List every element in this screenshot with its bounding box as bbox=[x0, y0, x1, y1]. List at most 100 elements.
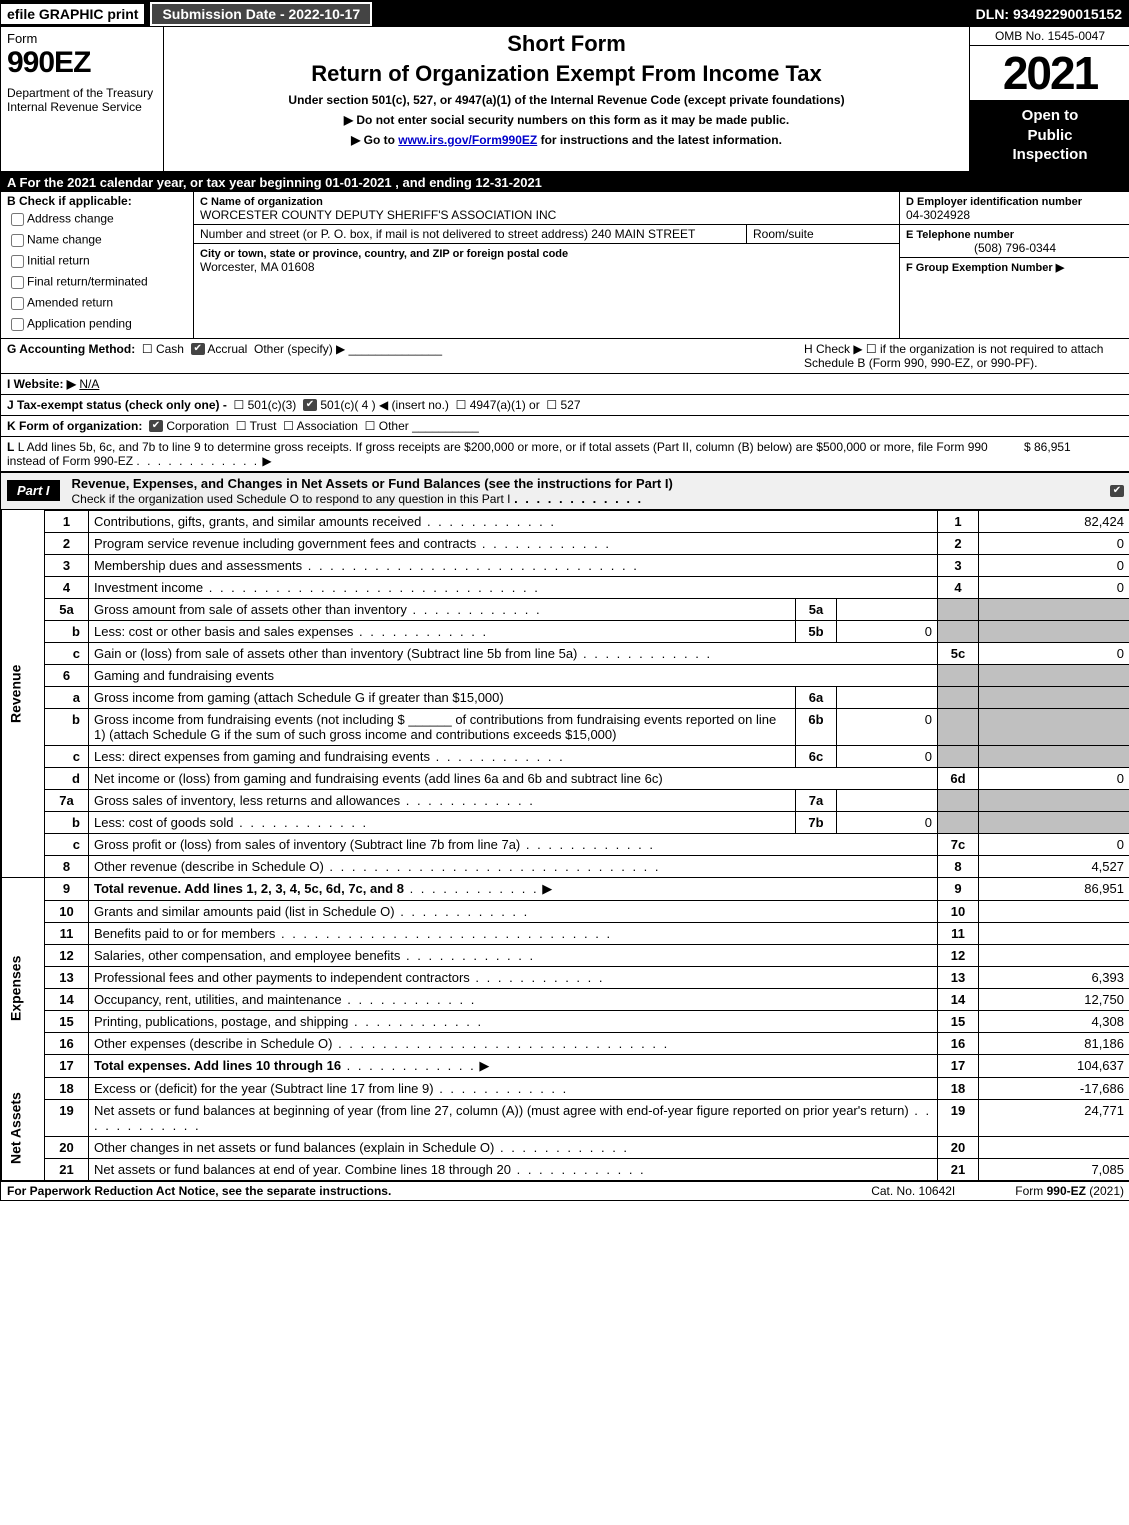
irs-link[interactable]: www.irs.gov/Form990EZ bbox=[398, 133, 537, 147]
l19-box: 19 bbox=[938, 1099, 979, 1136]
H-schedule-b: H Check ▶ ☐ if the organization is not r… bbox=[804, 342, 1124, 370]
table-row: b Less: cost of goods sold 7b 0 bbox=[2, 811, 1129, 833]
l10-desc: Grants and similar amounts paid (list in… bbox=[89, 900, 938, 922]
header-right: OMB No. 1545-0047 2021 Open to Public In… bbox=[969, 27, 1129, 171]
l19-desc: Net assets or fund balances at beginning… bbox=[89, 1099, 938, 1136]
part-I-header: Part I Revenue, Expenses, and Changes in… bbox=[1, 472, 1129, 510]
l7b-midval: 0 bbox=[837, 811, 938, 833]
L-amount: $ 86,951 bbox=[1024, 440, 1124, 468]
shaded-cell bbox=[938, 598, 979, 620]
l6a-mid: 6a bbox=[796, 686, 837, 708]
l8-amount: 4,527 bbox=[979, 855, 1129, 877]
ssn-warning: Do not enter social security numbers on … bbox=[172, 113, 961, 127]
department-label: Department of the Treasury Internal Reve… bbox=[7, 86, 157, 114]
table-row: 14 Occupancy, rent, utilities, and maint… bbox=[2, 988, 1129, 1010]
K-assoc: Association bbox=[297, 419, 358, 433]
l13-amount: 6,393 bbox=[979, 966, 1129, 988]
form-990ez-page: efile GRAPHIC print Submission Date - 20… bbox=[0, 0, 1129, 1201]
table-row: c Gross profit or (loss) from sales of i… bbox=[2, 833, 1129, 855]
l14-box: 14 bbox=[938, 988, 979, 1010]
amended-return-label: Amended return bbox=[27, 295, 113, 309]
l13-box: 13 bbox=[938, 966, 979, 988]
l15-amount: 4,308 bbox=[979, 1010, 1129, 1032]
l9-box: 9 bbox=[938, 877, 979, 900]
header-left: Form 990EZ Department of the Treasury In… bbox=[1, 27, 164, 171]
l4-box: 4 bbox=[938, 576, 979, 598]
l6b-midval: 0 bbox=[837, 708, 938, 745]
l14-amount: 12,750 bbox=[979, 988, 1129, 1010]
l18-desc: Excess or (deficit) for the year (Subtra… bbox=[89, 1077, 938, 1099]
address-change-checkbox[interactable] bbox=[11, 213, 24, 226]
table-row: 7a Gross sales of inventory, less return… bbox=[2, 789, 1129, 811]
l6c-desc: Less: direct expenses from gaming and fu… bbox=[89, 745, 796, 767]
initial-return-checkbox[interactable] bbox=[11, 255, 24, 268]
G-cash: Cash bbox=[156, 342, 184, 356]
l17-amount: 104,637 bbox=[979, 1054, 1129, 1077]
C-name-label: C Name of organization bbox=[200, 196, 323, 208]
open-to-public: Open to Public Inspection bbox=[970, 100, 1129, 171]
l18-box: 18 bbox=[938, 1077, 979, 1099]
l11-desc: Benefits paid to or for members bbox=[89, 922, 938, 944]
J-501c3: 501(c)(3) bbox=[248, 398, 297, 412]
l5b-desc: Less: cost or other basis and sales expe… bbox=[89, 620, 796, 642]
table-row: 21 Net assets or fund balances at end of… bbox=[2, 1158, 1129, 1180]
l6a-midval bbox=[837, 686, 938, 708]
revenue-side-label: Revenue bbox=[2, 510, 45, 877]
G-accrual-checkmark-icon: ✔ bbox=[191, 343, 205, 355]
l10-box: 10 bbox=[938, 900, 979, 922]
subtitle: Under section 501(c), 527, or 4947(a)(1)… bbox=[172, 93, 961, 107]
l7b-mid: 7b bbox=[796, 811, 837, 833]
application-pending-checkbox[interactable] bbox=[11, 318, 24, 331]
l5b-midval: 0 bbox=[837, 620, 938, 642]
schedule-o-checkmark-icon: ✔ bbox=[1110, 485, 1124, 497]
K-trust: Trust bbox=[250, 419, 277, 433]
name-change-label: Name change bbox=[27, 232, 102, 246]
row-A-period: A For the 2021 calendar year, or tax yea… bbox=[1, 173, 1129, 192]
C-street-label: Number and street (or P. O. box, if mail… bbox=[200, 227, 588, 241]
l9-desc: Total revenue. Add lines 1, 2, 3, 4, 5c,… bbox=[89, 877, 938, 900]
amended-return-checkbox[interactable] bbox=[11, 297, 24, 310]
C-city-label: City or town, state or province, country… bbox=[200, 248, 568, 260]
l11-amount bbox=[979, 922, 1129, 944]
return-title: Return of Organization Exempt From Incom… bbox=[172, 61, 961, 87]
efile-print[interactable]: efile GRAPHIC print bbox=[1, 4, 146, 24]
l6a-desc: Gross income from gaming (attach Schedul… bbox=[89, 686, 796, 708]
l10-amount bbox=[979, 900, 1129, 922]
l8-desc: Other revenue (describe in Schedule O) bbox=[89, 855, 938, 877]
name-change-checkbox[interactable] bbox=[11, 234, 24, 247]
J-label: J Tax-exempt status (check only one) - bbox=[7, 398, 227, 412]
part-I-title-text: Revenue, Expenses, and Changes in Net As… bbox=[72, 476, 673, 491]
l6c-mid: 6c bbox=[796, 745, 837, 767]
l6c-midval: 0 bbox=[837, 745, 938, 767]
table-row: Net Assets 18 Excess or (deficit) for th… bbox=[2, 1077, 1129, 1099]
l5c-amount: 0 bbox=[979, 642, 1129, 664]
irs-link-line: Go to www.irs.gov/Form990EZ for instruct… bbox=[172, 133, 961, 147]
l7a-desc: Gross sales of inventory, less returns a… bbox=[89, 789, 796, 811]
omb-number: OMB No. 1545-0047 bbox=[970, 27, 1129, 46]
D-ein-value: 04-3024928 bbox=[906, 208, 1124, 222]
row-K-orgform: K Form of organization: ✔ Corporation ☐ … bbox=[1, 416, 1129, 437]
footer-cat-no: Cat. No. 10642I bbox=[871, 1184, 955, 1198]
l16-amount: 81,186 bbox=[979, 1032, 1129, 1054]
application-pending-label: Application pending bbox=[27, 316, 132, 330]
l20-box: 20 bbox=[938, 1136, 979, 1158]
table-row: 20 Other changes in net assets or fund b… bbox=[2, 1136, 1129, 1158]
table-row: 13 Professional fees and other payments … bbox=[2, 966, 1129, 988]
l16-desc: Other expenses (describe in Schedule O) bbox=[89, 1032, 938, 1054]
I-label: I Website: ▶ bbox=[7, 377, 76, 391]
goto-suffix: for instructions and the latest informat… bbox=[541, 133, 782, 147]
l4-amount: 0 bbox=[979, 576, 1129, 598]
B-title: B Check if applicable: bbox=[7, 194, 187, 208]
final-return-checkbox[interactable] bbox=[11, 276, 24, 289]
table-row: 8 Other revenue (describe in Schedule O)… bbox=[2, 855, 1129, 877]
part-I-label: Part I bbox=[7, 480, 60, 501]
l2-box: 2 bbox=[938, 532, 979, 554]
l7a-mid: 7a bbox=[796, 789, 837, 811]
table-row: Revenue 1 Contributions, gifts, grants, … bbox=[2, 510, 1129, 532]
table-row: 6 Gaming and fundraising events bbox=[2, 664, 1129, 686]
l3-amount: 0 bbox=[979, 554, 1129, 576]
line-num: 1 bbox=[45, 510, 89, 532]
short-form-title: Short Form bbox=[172, 31, 961, 57]
l5b-mid: 5b bbox=[796, 620, 837, 642]
table-row: 11 Benefits paid to or for members 11 bbox=[2, 922, 1129, 944]
